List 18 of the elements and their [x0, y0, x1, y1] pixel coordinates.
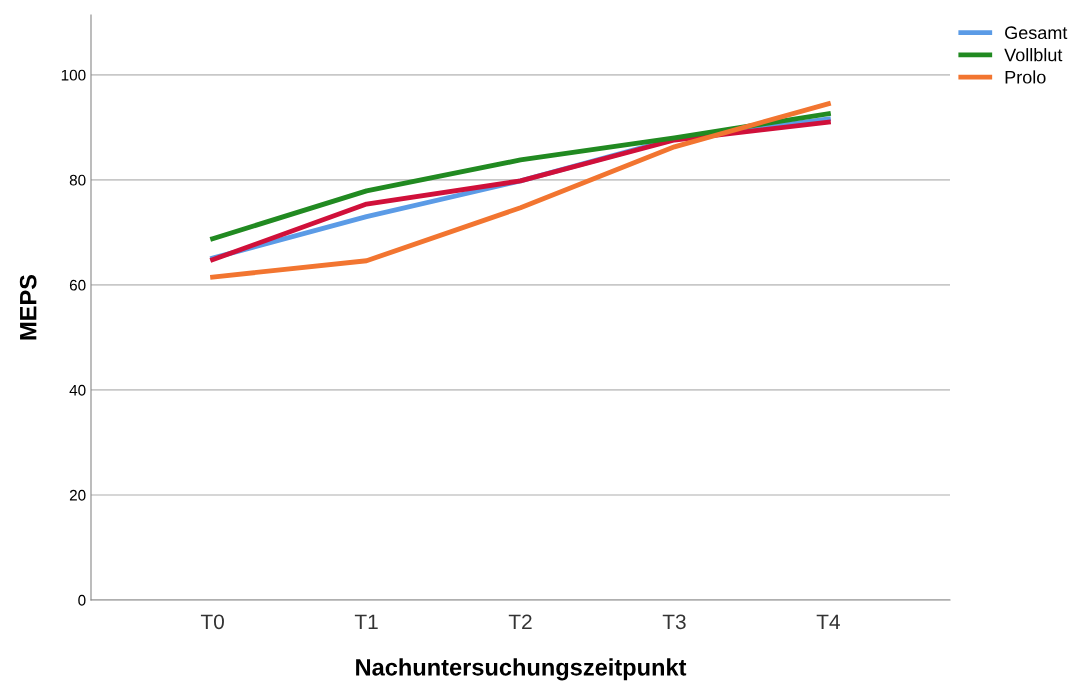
x-tick-label: T4 [816, 614, 840, 629]
x-tick-label: T1 [354, 614, 378, 629]
line-series [210, 101, 831, 280]
x-tick-label: T2 [508, 614, 532, 629]
x-axis-title: Nachuntersuchungszeitpunkt [356, 658, 687, 681]
legend-label: Prolo [1005, 70, 1046, 84]
y-tick-label: 0 [78, 594, 86, 606]
x-tick-label: T3 [662, 614, 686, 630]
legend-label: Vollblut [1004, 48, 1063, 62]
y-tick-label: 40 [69, 384, 86, 396]
y-tick-label: 100 [61, 69, 86, 81]
y-tick-label: 60 [69, 279, 86, 291]
x-tick-label: T0 [200, 614, 224, 630]
y-tick-label: 80 [69, 174, 86, 186]
legend-label: Gesamt [1005, 26, 1068, 40]
y-tick-label: 20 [69, 489, 86, 501]
line-series [210, 111, 831, 242]
y-axis-title: MEPS [19, 274, 37, 340]
